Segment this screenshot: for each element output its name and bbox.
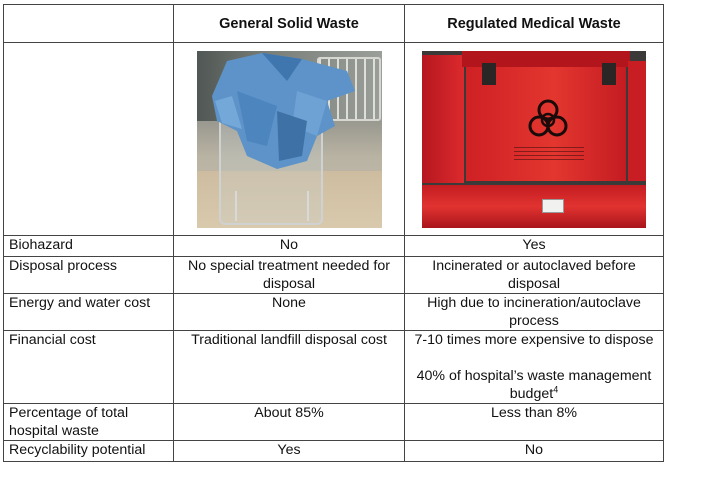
table-row-financial-cost: Financial cost Traditional landfill disp… xyxy=(3,330,664,404)
table-row-recyclability: Recyclability potential Yes No xyxy=(3,440,664,462)
medical-disposal-value: Incinerated or autoclaved before disposa… xyxy=(404,256,664,294)
table-row-energy-water-cost: Energy and water cost None High due to i… xyxy=(3,293,664,331)
row-label-recyclability: Recyclability potential xyxy=(3,440,174,462)
header-regulated-medical-waste: Regulated Medical Waste xyxy=(404,4,664,43)
image-row xyxy=(3,42,664,236)
general-energy-value: None xyxy=(173,293,405,331)
row-label-biohazard: Biohazard xyxy=(3,235,174,257)
medical-recyclability-value: No xyxy=(404,440,664,462)
header-general-solid-waste: General Solid Waste xyxy=(173,4,405,43)
medical-energy-value: High due to incineration/autoclave proce… xyxy=(404,293,664,331)
medical-percentage-value: Less than 8% xyxy=(404,403,664,441)
general-financial-value: Traditional landfill disposal cost xyxy=(173,330,405,404)
general-waste-photo xyxy=(196,50,382,228)
row-label-financial-cost: Financial cost xyxy=(3,330,174,404)
table-row-biohazard: Biohazard No Yes xyxy=(3,235,664,257)
general-waste-image-cell xyxy=(173,42,405,236)
general-recyclability-value: Yes xyxy=(173,440,405,462)
general-biohazard-value: No xyxy=(173,235,405,257)
blue-waste-bag xyxy=(211,52,355,169)
general-disposal-value: No special treatment needed for disposal xyxy=(173,256,405,294)
medical-waste-image-cell xyxy=(404,42,664,236)
biohazard-icon xyxy=(528,99,568,136)
footnote-reference: 4 xyxy=(553,384,559,395)
image-row-label-cell xyxy=(3,42,174,236)
medical-financial-line1: 7-10 times more expensive to dispose xyxy=(414,332,654,348)
row-label-energy-water-cost: Energy and water cost xyxy=(3,293,174,331)
table-row-disposal-process: Disposal process No special treatment ne… xyxy=(3,256,664,294)
row-label-disposal-process: Disposal process xyxy=(3,256,174,294)
medical-financial-line2: 40% of hospital’s waste management budge… xyxy=(416,368,652,402)
header-empty-cell xyxy=(3,4,174,43)
medical-financial-cell: 7-10 times more expensive to dispose 40%… xyxy=(404,330,664,404)
waste-comparison-table: General Solid Waste Regulated Medical Wa… xyxy=(3,4,664,462)
medical-waste-photo xyxy=(422,50,646,228)
medical-biohazard-value: Yes xyxy=(404,235,664,257)
general-percentage-value: About 85% xyxy=(173,403,405,441)
row-label-percentage: Percentage of total hospital waste xyxy=(3,403,174,441)
table-row-percentage: Percentage of total hospital waste About… xyxy=(3,403,664,441)
table-header-row: General Solid Waste Regulated Medical Wa… xyxy=(3,4,664,43)
